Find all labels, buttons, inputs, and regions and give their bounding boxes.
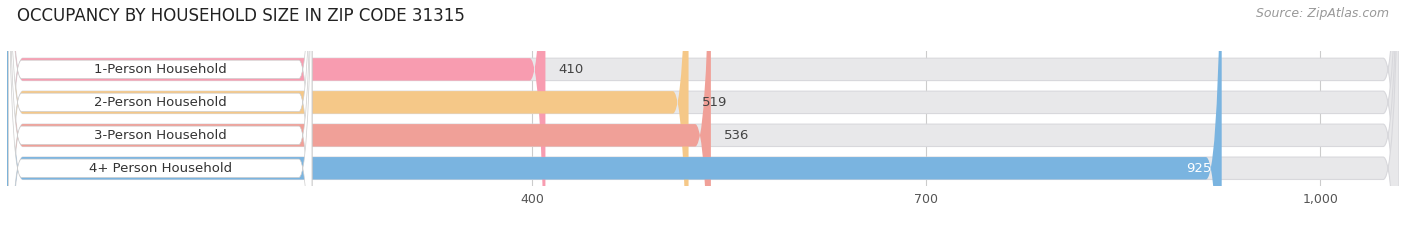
FancyBboxPatch shape	[8, 0, 312, 233]
Text: 519: 519	[702, 96, 727, 109]
FancyBboxPatch shape	[7, 0, 1222, 233]
FancyBboxPatch shape	[7, 0, 689, 233]
Text: 410: 410	[558, 63, 583, 76]
Text: 536: 536	[724, 129, 749, 142]
FancyBboxPatch shape	[7, 0, 546, 233]
Text: Source: ZipAtlas.com: Source: ZipAtlas.com	[1256, 7, 1389, 20]
FancyBboxPatch shape	[7, 0, 1399, 233]
FancyBboxPatch shape	[8, 0, 312, 233]
FancyBboxPatch shape	[8, 0, 312, 233]
FancyBboxPatch shape	[7, 0, 1399, 233]
Text: 3-Person Household: 3-Person Household	[94, 129, 226, 142]
FancyBboxPatch shape	[7, 0, 1399, 233]
Text: 2-Person Household: 2-Person Household	[94, 96, 226, 109]
Text: 925: 925	[1185, 162, 1211, 175]
Text: OCCUPANCY BY HOUSEHOLD SIZE IN ZIP CODE 31315: OCCUPANCY BY HOUSEHOLD SIZE IN ZIP CODE …	[17, 7, 465, 25]
FancyBboxPatch shape	[7, 0, 1399, 233]
FancyBboxPatch shape	[7, 0, 711, 233]
Text: 1-Person Household: 1-Person Household	[94, 63, 226, 76]
FancyBboxPatch shape	[8, 0, 312, 233]
Text: 4+ Person Household: 4+ Person Household	[89, 162, 232, 175]
